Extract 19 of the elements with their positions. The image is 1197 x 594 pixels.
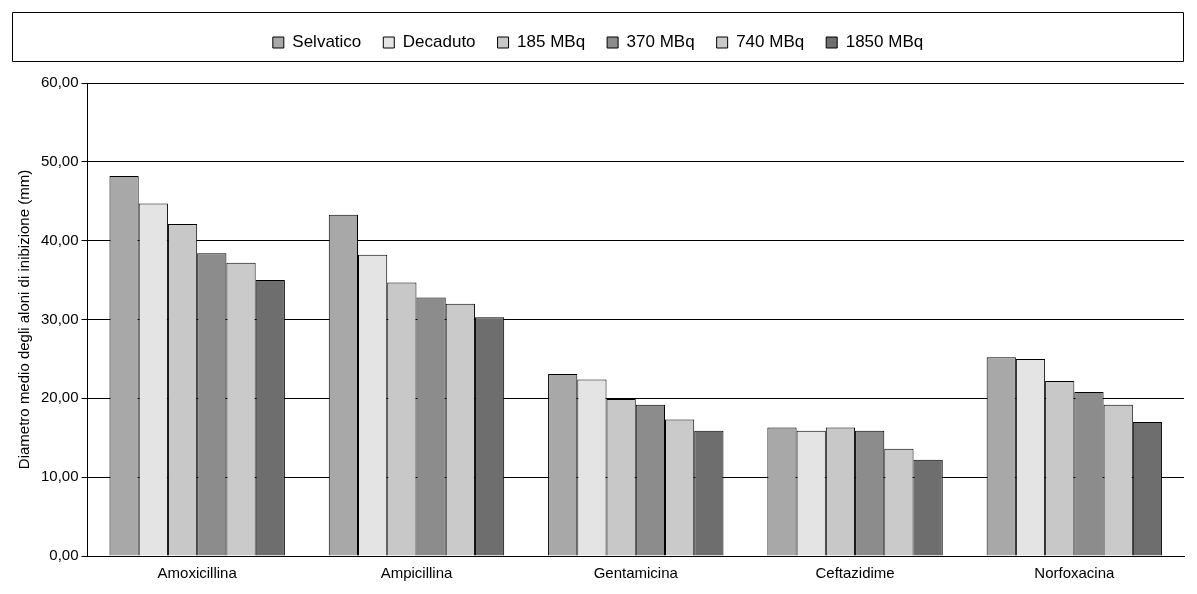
legend-label: 370 MBq: [626, 32, 695, 52]
y-tick-label: 30,00: [40, 309, 79, 327]
y-tick-label: 10,00: [40, 467, 79, 485]
y-tick-label: 20,00: [40, 388, 79, 406]
legend-label: Selvatico: [292, 32, 362, 52]
y-axis-title: Diametro medio degli aloni di inibizione (mm): [15, 169, 33, 470]
legend-label: 185 MBq: [517, 32, 586, 52]
legend-label: 1850 MBq: [845, 32, 924, 52]
x-tick-label: Ceftazidime: [815, 564, 895, 582]
legend-label: Decaduto: [402, 32, 476, 52]
legend-label: 740 MBq: [736, 32, 805, 52]
y-tick-label: 0,00: [49, 546, 79, 564]
x-tick-label: Ampicillina: [380, 564, 453, 582]
y-tick-label: 40,00: [40, 230, 79, 248]
x-tick-label: Norfoxacina: [1034, 564, 1116, 582]
x-tick-label: Amoxicillina: [157, 564, 238, 582]
y-tick-label: 50,00: [40, 151, 79, 169]
x-tick-label: Gentamicina: [593, 564, 679, 582]
y-tick-label: 60,00: [40, 73, 79, 91]
